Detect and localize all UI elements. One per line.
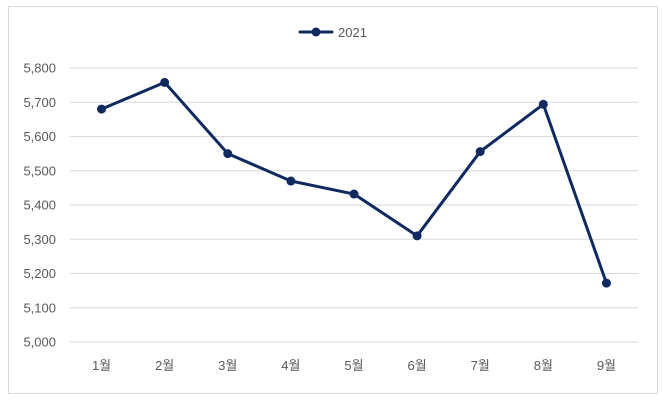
x-tick-label: 5월 (344, 358, 363, 373)
y-tick-label: 5,700 (23, 95, 56, 110)
data-point (601, 278, 611, 288)
data-point (223, 149, 233, 159)
x-tick-label: 3월 (218, 358, 237, 373)
legend-marker (311, 27, 321, 37)
legend-label: 2021 (338, 25, 367, 40)
x-tick-label: 8월 (534, 358, 553, 373)
x-tick-label: 4월 (281, 358, 300, 373)
x-tick-label: 1월 (92, 358, 111, 373)
data-point (97, 104, 107, 114)
data-point (286, 176, 296, 186)
y-tick-label: 5,800 (23, 61, 56, 76)
series-line (100, 80, 608, 285)
chart-frame (8, 6, 658, 394)
x-tick-label: 2월 (155, 358, 174, 373)
data-point (538, 99, 548, 109)
x-tick-label: 7월 (471, 358, 490, 373)
y-tick-label: 5,600 (23, 129, 56, 144)
y-tick-label: 5,300 (23, 232, 56, 247)
y-tick-label: 5,400 (23, 198, 56, 213)
data-point (412, 231, 422, 241)
y-tick-label: 5,500 (23, 163, 56, 178)
data-point (160, 77, 170, 87)
y-tick-label: 5,100 (23, 300, 56, 315)
x-tick-label: 9월 (597, 358, 616, 373)
x-tick-label: 6월 (408, 358, 427, 373)
data-point (349, 189, 359, 199)
y-tick-label: 5,000 (23, 335, 56, 350)
y-tick-label: 5,200 (23, 266, 56, 281)
data-point (475, 147, 485, 157)
